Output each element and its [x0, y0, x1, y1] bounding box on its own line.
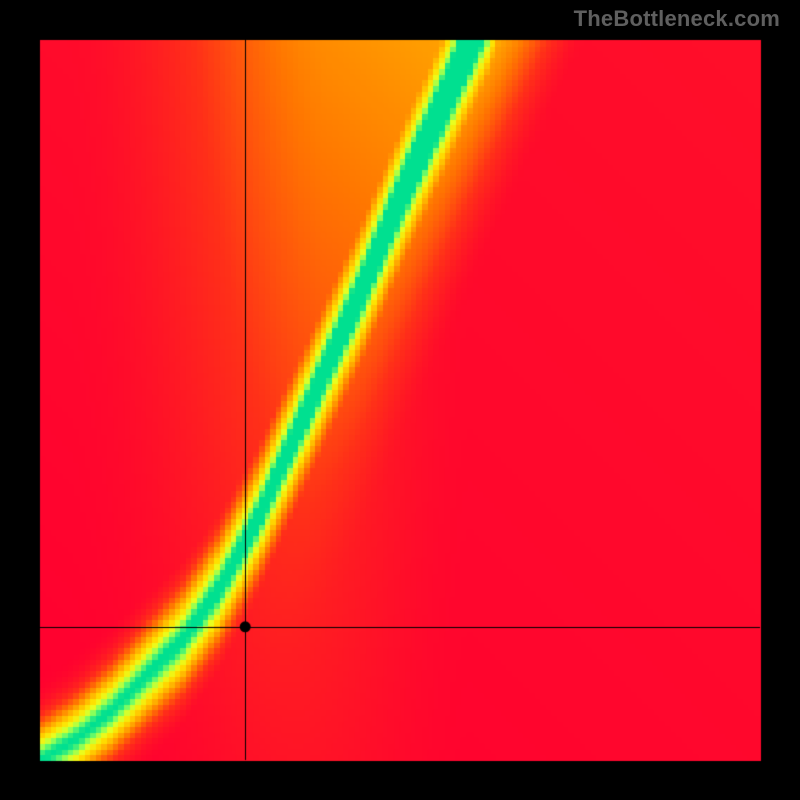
watermark-text: TheBottleneck.com [574, 6, 780, 32]
chart-root: TheBottleneck.com [0, 0, 800, 800]
heatmap-canvas [0, 0, 800, 800]
